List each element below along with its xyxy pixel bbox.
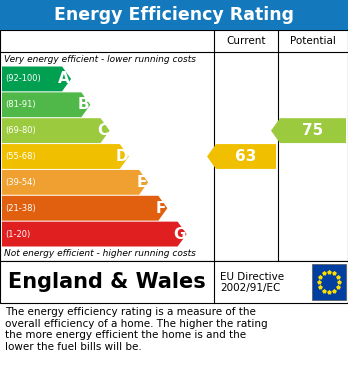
Text: E: E [137,175,147,190]
Bar [0,30,348,261]
Text: Not energy efficient - higher running costs: Not energy efficient - higher running co… [4,249,196,258]
Text: D: D [115,149,128,164]
Polygon shape [2,170,148,195]
Text: (39-54): (39-54) [5,178,35,187]
Text: (21-38): (21-38) [5,204,36,213]
Polygon shape [2,222,187,246]
Polygon shape [2,66,71,91]
Text: 75: 75 [302,123,324,138]
Text: 63: 63 [235,149,257,164]
Bar [0,261,348,303]
Text: A: A [58,72,70,86]
Text: EU Directive: EU Directive [220,272,284,282]
Polygon shape [2,144,129,169]
Text: Energy Efficiency Rating: Energy Efficiency Rating [54,6,294,24]
Polygon shape [271,118,346,143]
Text: The energy efficiency rating is a measure of the
overall efficiency of a home. T: The energy efficiency rating is a measur… [5,307,268,352]
Text: F: F [156,201,166,216]
Text: G: G [173,226,185,242]
Text: Potential: Potential [290,36,336,46]
Text: England & Wales: England & Wales [8,272,206,292]
Text: (92-100): (92-100) [5,74,41,83]
Text: Very energy efficient - lower running costs: Very energy efficient - lower running co… [4,54,196,63]
Text: (69-80): (69-80) [5,126,36,135]
Text: 2002/91/EC: 2002/91/EC [220,283,280,293]
Text: C: C [97,123,109,138]
Text: Current: Current [226,36,266,46]
Text: B: B [78,97,89,112]
Text: (1-20): (1-20) [5,230,30,239]
Polygon shape [207,144,276,169]
Polygon shape [2,92,90,117]
Text: (81-91): (81-91) [5,100,35,109]
Polygon shape [2,196,167,221]
Text: (55-68): (55-68) [5,152,36,161]
Polygon shape [2,118,110,143]
Bar [312,264,346,300]
Bar [0,0,348,30]
